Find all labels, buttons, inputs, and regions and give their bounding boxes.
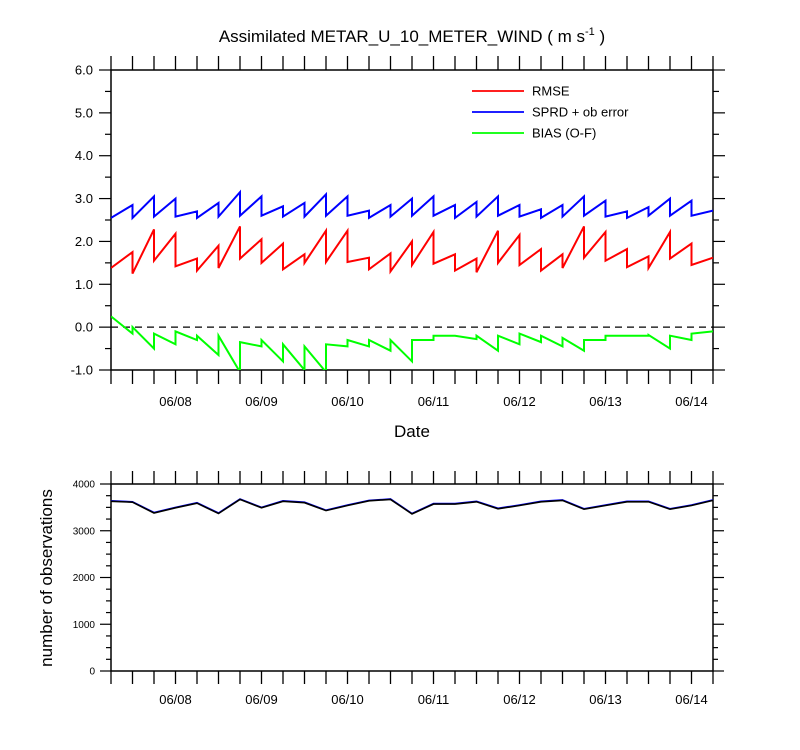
x-tick-label: 06/10 — [331, 692, 364, 707]
obs-count-line-2 — [110, 498, 714, 515]
top-series-group — [111, 189, 713, 370]
x-tick-label: 06/08 — [159, 394, 192, 409]
x-tick-label: 06/11 — [418, 692, 450, 707]
x-tick-label: 06/09 — [245, 692, 278, 707]
y-tick-label: 0 — [89, 667, 95, 678]
series-line-rmse — [111, 225, 713, 275]
bottom-panel: 06/08 06/09 06/10 06/11 06/12 06/13 06/14 0 1000… — [73, 471, 724, 707]
series-line-bias-o-f — [111, 315, 713, 370]
x-axis-title: Date — [394, 422, 430, 441]
obs-count-line-1 — [110, 498, 714, 515]
series-line-sprd-ob-error — [111, 189, 713, 221]
x-tick-label: 06/11 — [418, 394, 450, 409]
top-panel: 06/08 06/09 06/10 06/11 06/12 06/13 06/14 -1.0 0… — [71, 56, 725, 409]
y-tick-label: 5.0 — [75, 105, 93, 120]
bottom-plot-frame — [110, 483, 714, 672]
x-tick-label: 06/09 — [245, 394, 278, 409]
y-tick-label: -1.0 — [71, 363, 93, 378]
legend-label: RMSE — [532, 84, 570, 99]
y-tick-label: 2.0 — [75, 234, 93, 249]
legend-label: SPRD + ob error — [532, 105, 629, 120]
y-tick-label: 6.0 — [75, 63, 93, 78]
y-tick-label: 3.0 — [75, 191, 93, 206]
y-tick-label: 4000 — [73, 480, 96, 491]
legend: RMSE SPRD + ob error BIAS (O-F) — [472, 84, 629, 141]
y-tick-label: 4.0 — [75, 148, 93, 163]
x-tick-label: 06/14 — [675, 394, 708, 409]
x-tick-label: 06/13 — [589, 692, 622, 707]
chart-title: Assimilated METAR_U_10_METER_WIND ( m s-… — [219, 26, 605, 46]
y-tick-label: 3000 — [73, 526, 96, 537]
legend-label: BIAS (O-F) — [532, 126, 596, 141]
y-tick-label: 1.0 — [75, 277, 93, 292]
y-tick-label: 2000 — [73, 573, 96, 584]
x-tick-label: 06/12 — [503, 692, 536, 707]
y-tick-label: 0.0 — [75, 320, 93, 335]
x-tick-label: 06/10 — [331, 394, 364, 409]
x-tick-label: 06/13 — [589, 394, 622, 409]
bottom-y-axis-title: number of observations — [37, 489, 56, 667]
x-tick-label: 06/08 — [159, 692, 192, 707]
x-tick-label: 06/14 — [675, 692, 708, 707]
y-tick-label: 1000 — [73, 620, 96, 631]
x-tick-label: 06/12 — [503, 394, 536, 409]
